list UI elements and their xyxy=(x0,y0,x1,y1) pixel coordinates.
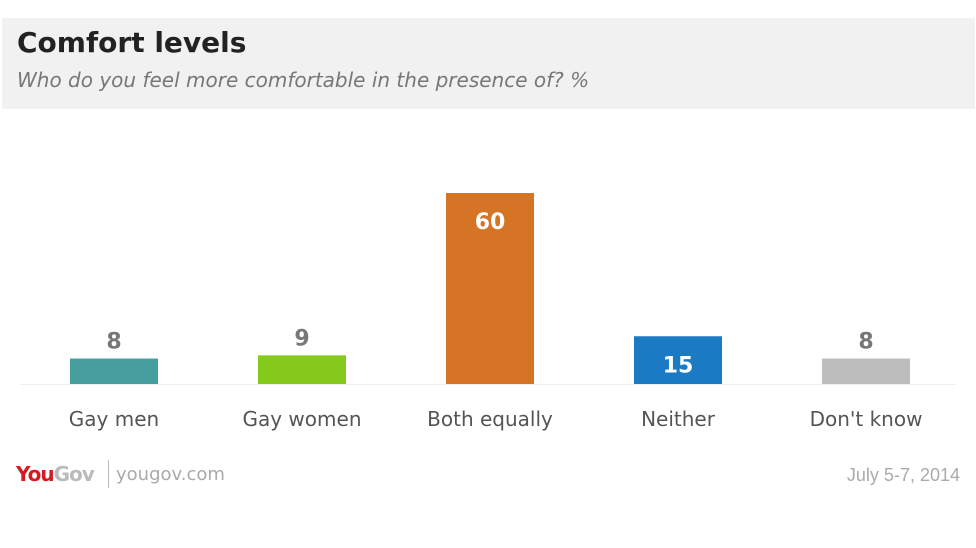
category-label-4: Don't know xyxy=(810,407,923,431)
category-label-0: Gay men xyxy=(69,407,159,431)
data-label-0: 8 xyxy=(106,330,121,355)
bar-1 xyxy=(258,355,346,384)
category-label-2: Both equally xyxy=(427,407,553,431)
category-label-3: Neither xyxy=(641,407,716,431)
bar-3 xyxy=(634,336,722,384)
site-url: yougov.com xyxy=(116,464,225,485)
bar-0 xyxy=(70,358,158,384)
survey-date: July 5-7, 2014 xyxy=(846,465,960,485)
bar-2 xyxy=(446,193,534,384)
data-label-2: 60 xyxy=(475,210,506,235)
bar-4 xyxy=(822,358,910,384)
yougov-logo: YouGov xyxy=(16,462,95,486)
footer-divider xyxy=(108,460,109,488)
category-label-1: Gay women xyxy=(242,407,361,431)
data-label-3: 15 xyxy=(663,353,694,378)
chart-subtitle: Who do you feel more comfortable in the … xyxy=(17,68,590,92)
data-label-4: 8 xyxy=(858,330,873,355)
data-label-1: 9 xyxy=(294,326,309,351)
chart-header: Comfort levels Who do you feel more comf… xyxy=(2,18,975,109)
chart-title: Comfort levels xyxy=(17,26,247,59)
